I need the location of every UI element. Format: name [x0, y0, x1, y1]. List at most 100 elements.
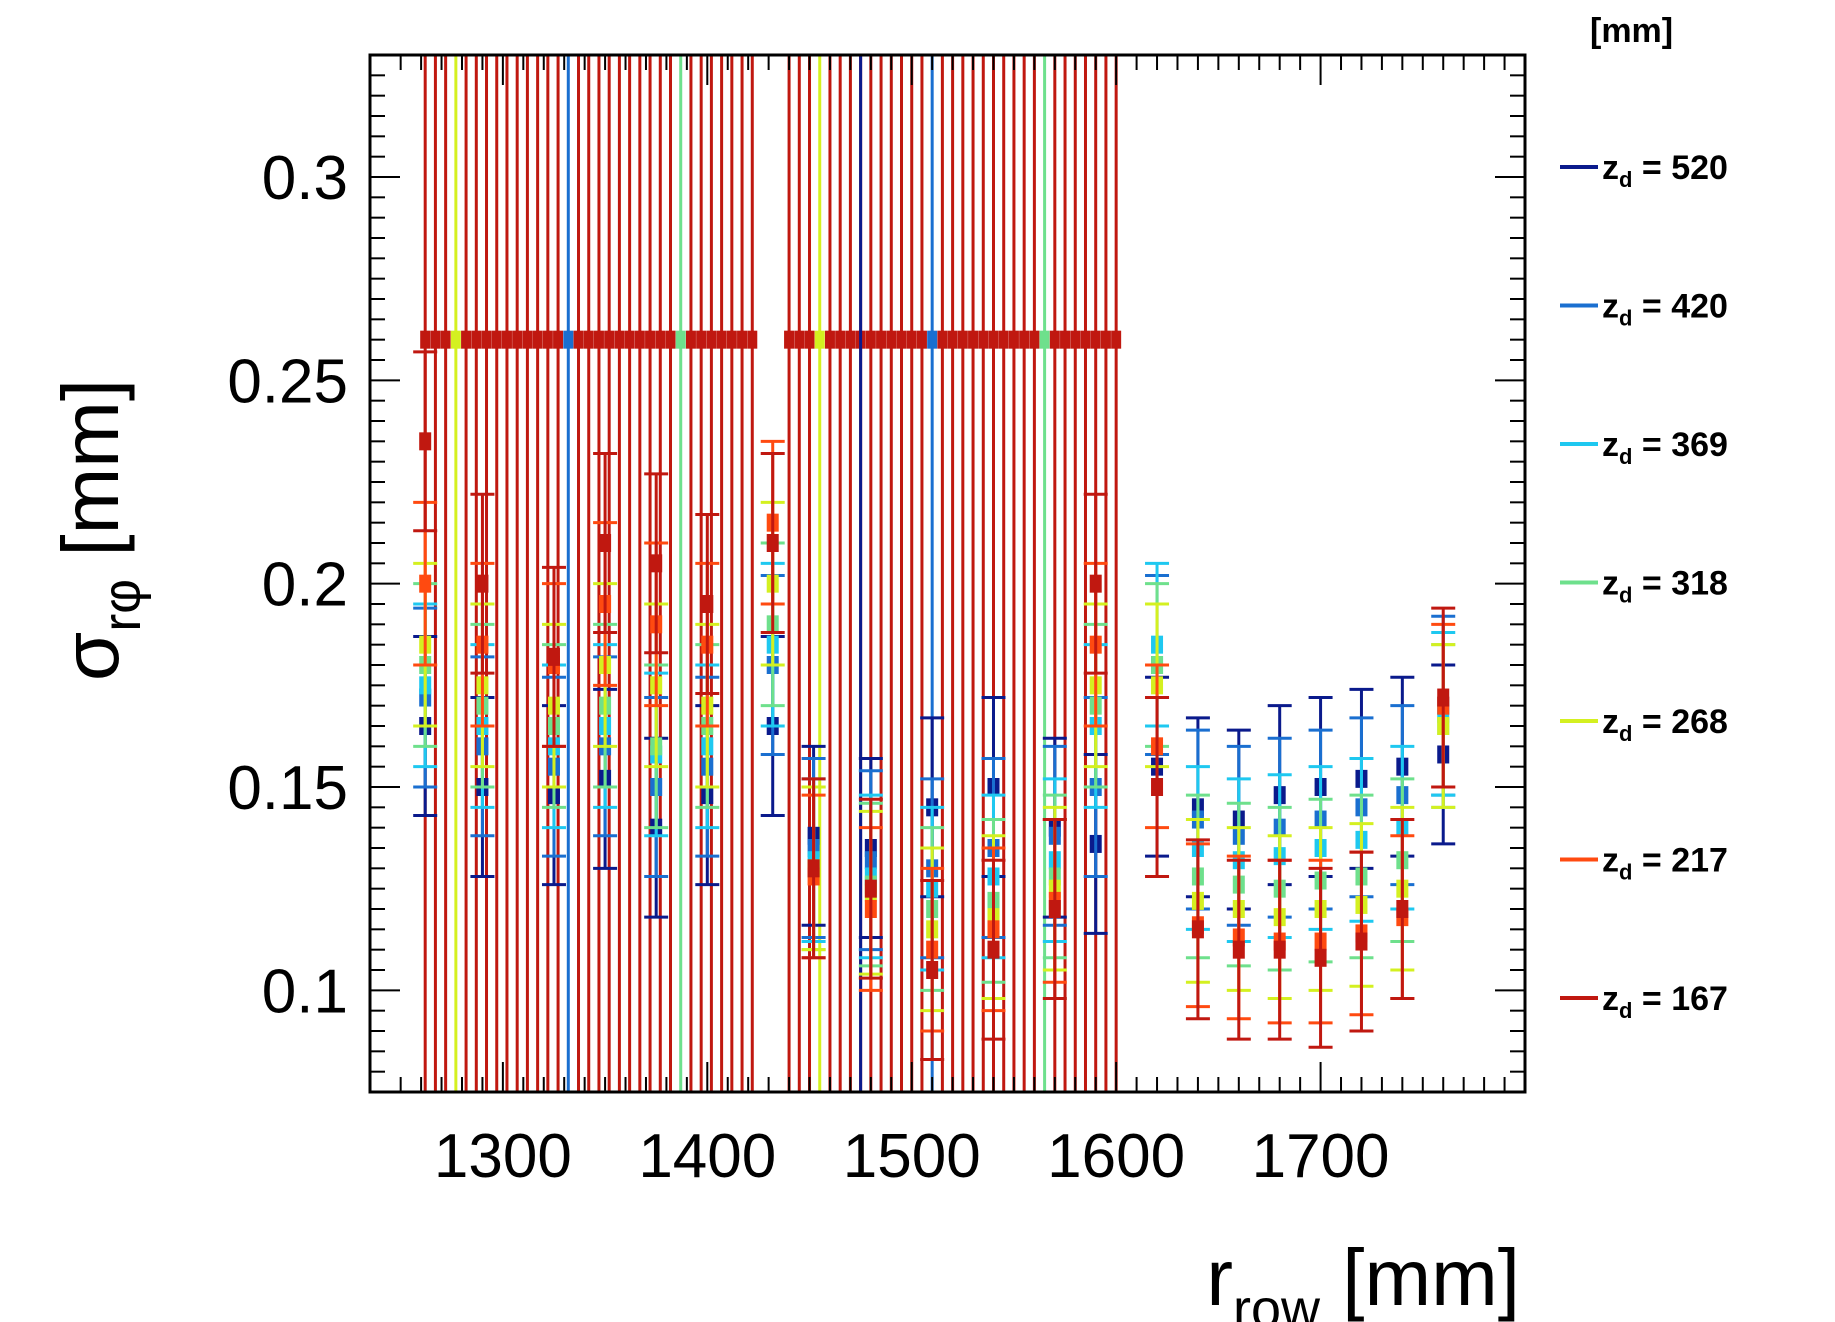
saturated-point	[794, 330, 805, 349]
saturated-point	[696, 330, 707, 349]
x-tick-label: 1600	[1047, 1122, 1185, 1191]
x-axis-title-unit: [mm]	[1320, 1233, 1520, 1322]
data-point	[1232, 940, 1245, 959]
legend-label: zd = 520	[1602, 149, 1728, 192]
saturated-point	[655, 330, 666, 349]
data-point	[987, 940, 1000, 959]
saturated-point	[747, 330, 758, 349]
saturated-point	[947, 330, 958, 349]
data-point	[1396, 900, 1409, 918]
saturated-point	[583, 330, 594, 349]
data-point	[701, 595, 714, 613]
saturated-point	[685, 330, 696, 349]
y-tick-label: 0.25	[227, 347, 348, 416]
saturated-point	[988, 330, 999, 349]
data-point	[1089, 574, 1102, 593]
saturated-point	[896, 330, 907, 349]
y-axis-title: σrφ [mm]	[46, 379, 152, 681]
data-point	[476, 574, 489, 593]
saturated-point	[737, 330, 748, 349]
y-tick-label: 0.2	[262, 551, 348, 620]
saturated-point	[1080, 330, 1091, 349]
saturated-point	[512, 330, 523, 349]
saturated-point	[876, 330, 887, 349]
y-axis-title-sub: rφ	[92, 579, 152, 632]
x-tick-label: 1300	[434, 1122, 572, 1191]
saturated-point	[604, 330, 615, 349]
saturated-point	[1049, 330, 1060, 349]
saturated-points	[420, 55, 1122, 1092]
saturated-point	[573, 330, 584, 349]
saturated-point	[532, 330, 543, 349]
legend-label: zd = 420	[1602, 288, 1728, 331]
saturated-point	[1090, 330, 1101, 349]
saturated-point	[1029, 330, 1040, 349]
saturated-point	[804, 330, 815, 349]
data-point	[1355, 932, 1368, 951]
saturated-point	[450, 330, 461, 349]
x-tick-label: 1500	[843, 1122, 981, 1191]
data-point	[1273, 940, 1286, 959]
saturated-point	[998, 330, 1009, 349]
data-point	[766, 534, 779, 552]
saturated-point	[420, 330, 431, 349]
data-point	[926, 961, 939, 979]
saturated-point	[553, 330, 564, 349]
saturated-point	[927, 330, 938, 349]
data-point	[1151, 778, 1164, 796]
y-axis-title-unit: [mm]	[46, 379, 135, 579]
saturated-point	[957, 330, 968, 349]
saturated-point	[1100, 330, 1111, 349]
saturated-point	[716, 330, 727, 349]
saturated-point	[522, 330, 533, 349]
saturated-point	[968, 330, 979, 349]
y-tick-label: 0.1	[262, 957, 348, 1026]
y-tick-label: 0.3	[262, 144, 348, 213]
data-point	[807, 859, 820, 878]
series-layer	[413, 350, 1456, 1061]
data-point	[547, 647, 560, 666]
saturated-point	[675, 330, 686, 349]
legend-label: zd = 167	[1602, 980, 1728, 1023]
x-tick-labels: 1300 1400 1500 1600 1700	[434, 1122, 1390, 1191]
saturated-point	[1008, 330, 1019, 349]
x-axis-title-main: r	[1206, 1233, 1233, 1322]
saturated-point	[665, 330, 676, 349]
data-point	[650, 554, 663, 573]
x-axis-title-sub: row	[1233, 1279, 1321, 1322]
saturated-point	[937, 330, 948, 349]
legend-header: [mm]	[1590, 12, 1673, 50]
saturated-point	[501, 330, 512, 349]
saturated-point	[645, 330, 656, 349]
saturated-point	[471, 330, 482, 349]
data-point	[864, 879, 877, 898]
series-167	[413, 350, 1456, 1061]
legend: zd = 520 zd = 420 zd = 369 zd = 318 zd = 268…	[1560, 149, 1728, 1023]
plot-frame	[368, 53, 1527, 1094]
data-point	[1437, 688, 1450, 707]
saturated-point	[563, 330, 574, 349]
legend-label: zd = 268	[1602, 703, 1728, 746]
saturated-point	[542, 330, 553, 349]
saturated-point	[481, 330, 492, 349]
legend-label: zd = 217	[1602, 842, 1728, 885]
saturated-point	[706, 330, 717, 349]
saturated-point	[461, 330, 472, 349]
saturated-point	[906, 330, 917, 349]
data-point	[1048, 900, 1061, 918]
y-tick-labels: 0.1 0.15 0.2 0.25 0.3	[227, 144, 348, 1026]
data-point	[1191, 920, 1204, 939]
saturated-point	[440, 330, 451, 349]
data-point	[419, 574, 432, 593]
x-tick-label: 1400	[638, 1122, 776, 1191]
saturated-point	[1111, 330, 1122, 349]
saturated-point	[430, 330, 441, 349]
saturated-point	[886, 330, 897, 349]
saturated-point	[845, 330, 856, 349]
saturated-point	[835, 330, 846, 349]
saturated-point	[491, 330, 502, 349]
x-axis-title: rrow [mm]	[1206, 1233, 1520, 1322]
saturated-point	[624, 330, 635, 349]
data-point	[1314, 948, 1327, 967]
axis-ticks	[370, 54, 1525, 1092]
